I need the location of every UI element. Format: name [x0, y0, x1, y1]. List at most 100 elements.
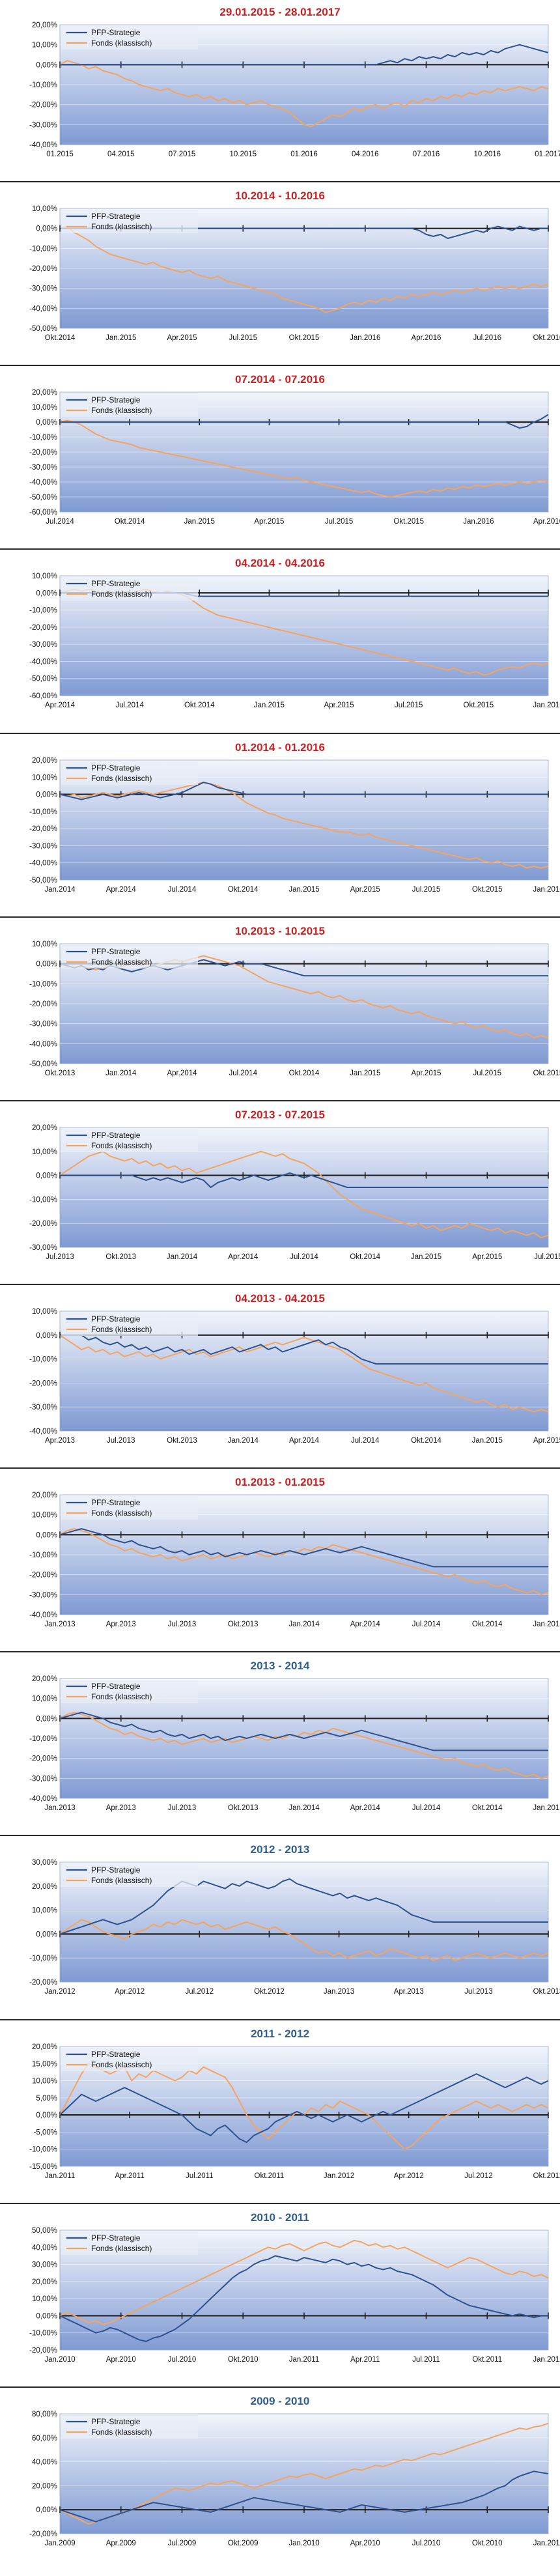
x-tick-label: Okt.2016: [533, 334, 560, 342]
x-tick-label: Jul.2010: [412, 2540, 440, 2547]
y-tick-label: 0,00%: [36, 2112, 57, 2119]
chart-3: 07.2014 - 07.2016 20,00% 10,00% 0,00% -10,00…: [0, 373, 560, 550]
x-tick-label: Jan.2013: [44, 1621, 75, 1628]
y-tick-label: -20,00%: [29, 1380, 57, 1387]
y-tick-label: 15,00%: [32, 2060, 57, 2068]
legend-label: PFP-Strategie: [91, 1131, 141, 1140]
chart-title: 01.2014 - 01.2016: [235, 741, 325, 754]
y-tick-label: -30,00%: [29, 842, 57, 850]
x-tick-label: Okt.2015: [533, 1069, 560, 1077]
x-tick-label: Apr.2014: [289, 1437, 320, 1445]
y-tick-label: -30,00%: [29, 1404, 57, 1411]
x-tick-label: Jul.2013: [168, 1621, 196, 1628]
legend-background: [61, 577, 198, 601]
legend-label: PFP-Strategie: [91, 763, 141, 772]
x-tick-label: Jul.2013: [168, 1804, 196, 1812]
y-tick-label: -10,00%: [29, 980, 57, 988]
x-tick-label: Jul.2014: [229, 1069, 258, 1077]
chart-8: 04.2013 - 04.2015 10,00% 0,00% -10,00% -20,0…: [0, 1292, 560, 1469]
chart-title: 10.2014 - 10.2016: [235, 190, 325, 202]
legend-label: Fonds (klassisch): [91, 774, 152, 783]
y-tick-label: -50,00%: [29, 877, 57, 885]
x-tick-label: Apr.2011: [115, 2172, 145, 2180]
legend-label: Fonds (klassisch): [91, 1325, 152, 1334]
y-tick-label: -60,00%: [29, 692, 57, 700]
y-tick-label: 10,00%: [32, 1695, 57, 1703]
y-tick-label: -20,00%: [29, 1220, 57, 1228]
x-tick-label: Apr.2016: [533, 518, 560, 526]
chart-title: 07.2014 - 07.2016: [235, 373, 325, 386]
y-tick-label: -10,00%: [29, 1735, 57, 1743]
x-tick-label: Apr.2009: [106, 2540, 136, 2547]
y-tick-label: 20,00%: [32, 1492, 57, 1499]
x-tick-label: Jul.2013: [464, 1988, 492, 1996]
legend-label: Fonds (klassisch): [91, 1692, 152, 1701]
y-tick-label: 10,00%: [32, 1308, 57, 1316]
y-tick-label: -30,00%: [29, 285, 57, 293]
x-tick-label: Okt.2013: [228, 1804, 259, 1812]
chart-9: 01.2013 - 01.2015 20,00% 10,00% 0,00% -10,00…: [0, 1476, 560, 1652]
y-tick-label: 0,00%: [36, 1931, 57, 1938]
y-tick-label: 20,00%: [32, 757, 57, 765]
y-tick-label: 0,00%: [36, 1332, 57, 1340]
y-tick-label: -10,00%: [29, 1955, 57, 1962]
y-tick-label: -10,00%: [29, 245, 57, 253]
legend-label: PFP-Strategie: [91, 1865, 141, 1875]
x-tick-label: Apr.2014: [228, 1253, 259, 1261]
y-tick-label: -30,00%: [29, 121, 57, 129]
y-tick-label: -10,00%: [29, 2146, 57, 2154]
y-tick-label: -15,00%: [29, 2163, 57, 2171]
chart-title: 10.2013 - 10.2015: [235, 925, 325, 937]
y-tick-label: -20,00%: [29, 1572, 57, 1579]
y-tick-label: 0,00%: [36, 225, 57, 233]
y-tick-label: -50,00%: [29, 325, 57, 333]
x-tick-label: Okt.2014: [472, 1621, 503, 1628]
legend-label: PFP-Strategie: [91, 579, 141, 588]
y-tick-label: 10,00%: [32, 774, 57, 782]
chart-title: 07.2013 - 07.2015: [235, 1109, 325, 1121]
y-tick-label: -10,00%: [29, 81, 57, 89]
chart-7: 07.2013 - 07.2015 20,00% 10,00% 0,00% -10,00…: [0, 1109, 560, 1285]
y-tick-label: -50,00%: [29, 675, 57, 683]
x-tick-label: Apr.2012: [394, 2172, 424, 2180]
legend-background: [61, 761, 198, 785]
x-tick-label: Jul.2010: [168, 2356, 196, 2364]
y-tick-label: 0,00%: [36, 1531, 57, 1539]
y-tick-label: -10,00%: [29, 607, 57, 615]
y-tick-label: 0,00%: [36, 419, 57, 427]
y-tick-label: -10,00%: [29, 1196, 57, 1204]
chart-title: 2012 - 2013: [251, 1843, 310, 1856]
y-tick-label: -40,00%: [29, 860, 57, 868]
x-tick-label: Okt.2015: [472, 886, 503, 894]
x-tick-label: Apr.2015: [167, 334, 197, 342]
x-tick-label: Jan.2016: [533, 886, 560, 894]
x-tick-label: Apr.2015: [324, 701, 354, 709]
chart-11: 2012 - 2013 30,00% 20,00% 10,00% 0,00% -10,00…: [0, 1843, 560, 2020]
series-line-fonds-klassisch: [59, 2422, 549, 2525]
series-line-pfp-strategie: [60, 414, 549, 429]
y-tick-label: 20,00%: [32, 2278, 57, 2286]
x-tick-label: Apr.2014: [350, 1804, 381, 1812]
x-tick-label: Okt.2015: [289, 334, 320, 342]
legend-label: PFP-Strategie: [91, 395, 141, 404]
legend-label: PFP-Strategie: [91, 2233, 141, 2243]
x-tick-label: Jan.2010: [288, 2540, 319, 2547]
x-tick-label: Jan.2015: [411, 1253, 441, 1261]
x-tick-label: Jul.2014: [351, 1437, 380, 1445]
chart-13: 2010 - 2011 50,00% 40,00% 30,00% 20,00% 10,00…: [0, 2211, 560, 2388]
chart-1: 29.01.2015 - 28.01.2017 20,00% 10,00% 0,00%…: [0, 6, 560, 182]
legend-background: [61, 2415, 198, 2439]
series-line-fonds-klassisch: [59, 1919, 549, 1961]
x-tick-label: Okt.2010: [472, 2540, 503, 2547]
legend-background: [61, 1863, 198, 1887]
series-line-fonds-klassisch: [59, 225, 549, 313]
legend-label: Fonds (klassisch): [91, 222, 152, 231]
x-tick-label: Okt.2015: [464, 701, 494, 709]
x-tick-label: 01.2016: [290, 150, 318, 158]
y-tick-label: 0,00%: [36, 1172, 57, 1180]
x-tick-label: Jan.2016: [533, 701, 560, 709]
